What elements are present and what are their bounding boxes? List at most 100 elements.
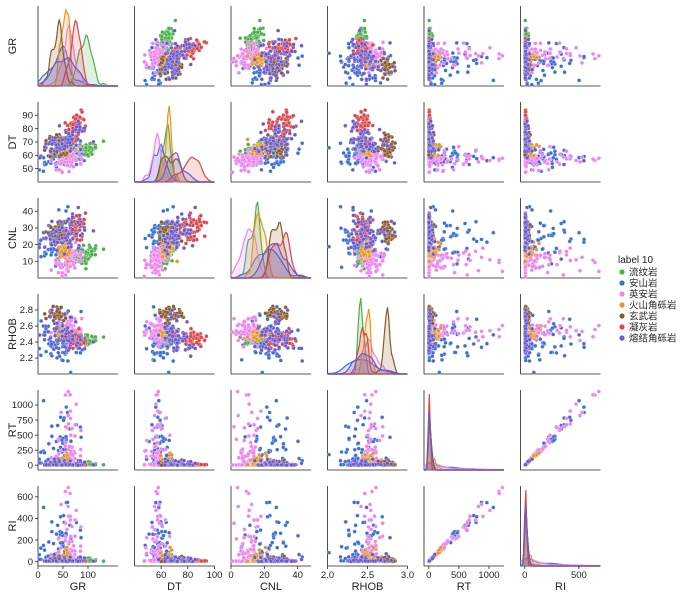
point-熔结角砾岩 xyxy=(70,236,75,241)
point-英安岩 xyxy=(60,274,65,279)
point-英安岩 xyxy=(68,264,73,269)
point-凝灰岩 xyxy=(356,117,361,122)
point-安山岩 xyxy=(347,75,352,80)
point-熔结角砾岩 xyxy=(267,71,272,76)
point-熔结角砾岩 xyxy=(354,124,359,129)
point-熔结角砾岩 xyxy=(377,46,382,51)
point-安山岩 xyxy=(581,158,586,163)
point-熔结角砾岩 xyxy=(273,131,278,136)
point-英安岩 xyxy=(487,158,492,163)
point-英安岩 xyxy=(369,167,374,173)
point-英安岩 xyxy=(373,156,378,161)
panel-DT-vs-RHOB xyxy=(327,102,408,183)
point-熔结角砾岩 xyxy=(430,62,435,67)
point-安山岩 xyxy=(455,55,460,61)
point-英安岩 xyxy=(441,168,446,173)
point-流纹岩 xyxy=(89,252,94,257)
point-安山岩 xyxy=(274,160,279,165)
point-英安岩 xyxy=(74,257,79,262)
point-凝灰岩 xyxy=(65,123,70,128)
point-流纹岩 xyxy=(160,30,165,35)
point-英安岩 xyxy=(479,60,484,65)
point-流纹岩 xyxy=(166,35,171,40)
point-英安岩 xyxy=(428,160,433,165)
point-安山岩 xyxy=(300,54,305,59)
point-熔结角砾岩 xyxy=(525,155,530,160)
point-熔结角砾岩 xyxy=(527,41,532,46)
point-熔结角砾岩 xyxy=(427,28,432,33)
kde-fill-熔结角砾岩 xyxy=(38,57,118,86)
point-凝灰岩 xyxy=(195,46,200,51)
point-熔结角砾岩 xyxy=(364,77,369,82)
point-安山岩 xyxy=(39,254,44,259)
point-凝灰岩 xyxy=(283,117,288,122)
point-英安岩 xyxy=(596,156,601,161)
point-熔结角砾岩 xyxy=(67,140,72,145)
point-英安岩 xyxy=(480,51,485,56)
point-凝灰岩 xyxy=(284,110,289,115)
point-英安岩 xyxy=(73,149,78,154)
point-熔结角砾岩 xyxy=(168,57,173,62)
point-英安岩 xyxy=(596,53,601,58)
point-英安岩 xyxy=(78,161,83,166)
point-玄武岩 xyxy=(383,60,388,65)
point-凝灰岩 xyxy=(77,228,82,233)
point-流纹岩 xyxy=(83,261,89,266)
point-凝灰岩 xyxy=(78,238,83,243)
point-熔结角砾岩 xyxy=(162,65,167,70)
point-安山岩 xyxy=(471,58,476,63)
point-熔结角砾岩 xyxy=(268,49,273,54)
point-凝灰岩 xyxy=(370,43,375,48)
point-英安岩 xyxy=(78,253,83,258)
point-安山岩 xyxy=(453,150,458,156)
point-熔结角砾岩 xyxy=(358,58,363,63)
point-安山岩 xyxy=(455,70,460,75)
point-凝灰岩 xyxy=(263,128,268,133)
point-英安岩 xyxy=(445,159,450,164)
point-熔结角砾岩 xyxy=(376,145,381,150)
point-英安岩 xyxy=(49,158,54,164)
point-英安岩 xyxy=(361,164,366,169)
point-安山岩 xyxy=(65,204,70,209)
point-熔结角砾岩 xyxy=(426,137,431,142)
point-流纹岩 xyxy=(93,145,98,150)
point-英安岩 xyxy=(435,167,440,173)
point-玄武岩 xyxy=(275,154,280,159)
point-英安岩 xyxy=(546,62,551,68)
y-tick-label: 60 xyxy=(22,151,33,162)
point-熔结角砾岩 xyxy=(169,65,174,70)
point-熔结角砾岩 xyxy=(276,130,281,135)
point-玄武岩 xyxy=(382,67,387,72)
point-英安岩 xyxy=(440,162,445,167)
point-英安岩 xyxy=(564,156,569,161)
point-熔结角砾岩 xyxy=(275,65,280,70)
point-英安岩 xyxy=(461,41,466,46)
point-玄武岩 xyxy=(383,152,388,158)
point-英安岩 xyxy=(237,151,242,157)
point-安山岩 xyxy=(561,162,567,167)
point-熔结角砾岩 xyxy=(188,62,193,67)
point-英安岩 xyxy=(158,50,163,55)
y-axis-label-DT: DT xyxy=(7,134,19,149)
point-英安岩 xyxy=(56,262,62,267)
point-玄武岩 xyxy=(393,141,398,146)
point-火山角砾岩 xyxy=(366,151,371,156)
point-凝灰岩 xyxy=(427,113,432,118)
point-安山岩 xyxy=(474,61,479,66)
point-熔结角砾岩 xyxy=(427,65,432,70)
point-英安岩 xyxy=(547,144,553,149)
point-英安岩 xyxy=(377,167,382,172)
point-熔结角砾岩 xyxy=(427,75,432,81)
point-英安岩 xyxy=(236,70,241,75)
point-英安岩 xyxy=(438,47,444,52)
point-熔结角砾岩 xyxy=(389,70,394,75)
point-英安岩 xyxy=(524,160,529,165)
point-英安岩 xyxy=(538,48,543,53)
point-安山岩 xyxy=(259,82,264,87)
point-英安岩 xyxy=(242,62,247,68)
point-熔结角砾岩 xyxy=(364,82,369,87)
point-安山岩 xyxy=(546,40,551,45)
point-熔结角砾岩 xyxy=(175,44,180,49)
point-熔结角砾岩 xyxy=(356,44,361,49)
point-火山角砾岩 xyxy=(245,137,250,142)
